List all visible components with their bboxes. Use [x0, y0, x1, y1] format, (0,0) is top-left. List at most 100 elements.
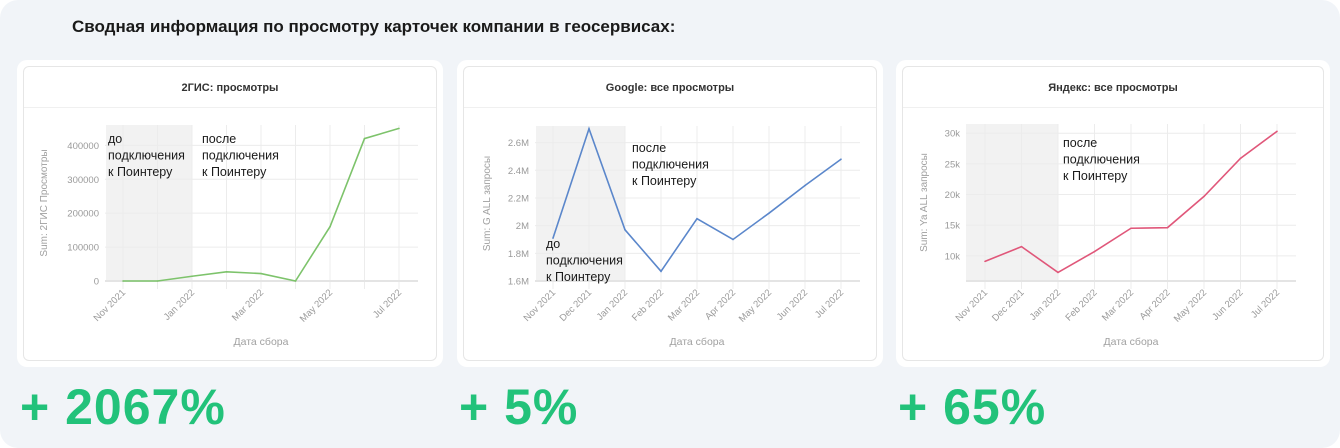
- data-point: [1020, 245, 1023, 248]
- annotation-text: подключения: [1063, 153, 1140, 167]
- y-tick-label: 15k: [945, 221, 961, 232]
- x-tick-label: Dec 2021: [990, 287, 1027, 324]
- chart-title: 2ГИС: просмотры: [24, 67, 436, 108]
- y-tick-label: 25k: [945, 159, 961, 170]
- growth-percent-2gis: + 2067%: [20, 379, 226, 435]
- x-tick-label: May 2022: [298, 287, 335, 324]
- x-tick-label: Mar 2022: [1100, 287, 1136, 323]
- y-tick-label: 400000: [67, 141, 99, 152]
- annotation-text: к Поинтеру: [202, 165, 267, 179]
- before-period-shade: [106, 125, 192, 281]
- chart-title: Яндекс: все просмотры: [903, 67, 1323, 108]
- y-axis-title: Sum: G ALL запросы: [482, 156, 493, 251]
- annotation-text: к Поинтеру: [632, 174, 697, 188]
- y-tick-label: 20k: [945, 190, 961, 201]
- data-point: [768, 212, 770, 214]
- data-point: [260, 272, 262, 275]
- data-point: [732, 238, 734, 241]
- x-tick-label: Jun 2022: [1210, 287, 1245, 322]
- data-point: [696, 217, 698, 220]
- y-tick-label: 1.6M: [508, 277, 529, 288]
- y-tick-label: 300000: [67, 175, 99, 186]
- x-tick-label: Feb 2022: [1063, 287, 1099, 323]
- x-axis-title: Дата сбора: [234, 336, 289, 348]
- data-point: [1130, 227, 1132, 230]
- x-tick-label: Apr 2022: [703, 287, 738, 322]
- annotation-text: подключения: [108, 149, 185, 163]
- y-axis-title: Sum: 2ГИС Просмотры: [39, 149, 50, 256]
- annotation-text: подключения: [632, 158, 709, 172]
- y-tick-label: 2.4M: [508, 166, 529, 177]
- x-tick-label: Jul 2022: [813, 287, 846, 320]
- data-point: [1057, 271, 1059, 274]
- x-axis-title: Дата сбора: [670, 336, 725, 348]
- data-point: [329, 225, 331, 228]
- annotation-text: после: [1063, 136, 1097, 150]
- annotation-text: к Поинтеру: [108, 165, 173, 179]
- data-point: [1166, 226, 1169, 229]
- data-point: [588, 127, 590, 130]
- x-tick-label: Jul 2022: [371, 287, 404, 320]
- y-tick-label: 2.6M: [508, 138, 529, 149]
- annotation-text: до: [108, 132, 122, 146]
- annotation-text: после: [202, 132, 236, 146]
- annotation-text: до: [546, 237, 560, 251]
- card-frame: Google: все просмотры: [463, 66, 877, 361]
- card-frame: 2ГИС: просмотры: [23, 66, 437, 361]
- y-tick-label: 2.2M: [508, 193, 529, 204]
- data-point: [660, 270, 662, 273]
- data-point: [398, 127, 400, 130]
- y-tick-label: 30k: [945, 129, 961, 140]
- data-point: [225, 271, 228, 273]
- x-tick-label: Jun 2022: [775, 287, 810, 322]
- growth-percent-google: + 5%: [459, 379, 579, 435]
- chart-title: Google: все просмотры: [464, 67, 876, 108]
- growth-percent-yandex: + 65%: [898, 379, 1047, 435]
- y-tick-label: 10k: [945, 251, 961, 262]
- data-point: [624, 228, 626, 231]
- x-tick-label: Jul 2022: [1249, 287, 1282, 320]
- card-frame: Яндекс: все просмотры: [902, 66, 1324, 361]
- data-point: [1276, 130, 1278, 133]
- x-tick-label: Feb 2022: [630, 287, 666, 323]
- annotation-text: после: [632, 141, 666, 155]
- before-period-shade: [966, 124, 1058, 281]
- data-point: [804, 184, 806, 187]
- x-tick-label: Nov 2021: [954, 287, 991, 324]
- data-point: [122, 280, 124, 282]
- y-tick-label: 0: [94, 277, 99, 288]
- data-point: [840, 158, 842, 161]
- annotation-text: подключения: [202, 149, 279, 163]
- data-point: [156, 280, 159, 282]
- x-tick-label: May 2022: [1172, 287, 1209, 324]
- y-tick-label: 2M: [516, 221, 529, 232]
- data-point: [552, 237, 554, 239]
- x-tick-label: Nov 2021: [522, 287, 559, 324]
- before-period-shade: [536, 126, 625, 281]
- data-point: [1203, 195, 1205, 198]
- x-tick-label: Nov 2021: [92, 287, 129, 324]
- y-tick-label: 100000: [67, 243, 99, 254]
- annotation-text: подключения: [546, 254, 623, 268]
- data-point: [1239, 157, 1242, 160]
- data-point: [984, 260, 986, 263]
- page-title: Сводная информация по просмотру карточек…: [72, 17, 676, 36]
- x-tick-label: Jan 2022: [1028, 287, 1063, 322]
- x-tick-label: Dec 2021: [558, 287, 595, 324]
- y-axis-title: Sum: Ya ALL запросы: [919, 153, 930, 252]
- annotation-text: к Поинтеру: [1063, 169, 1128, 183]
- y-tick-label: 200000: [67, 209, 99, 220]
- x-tick-label: Jan 2022: [162, 287, 197, 322]
- annotation-text: к Поинтеру: [546, 270, 611, 284]
- data-point: [294, 280, 297, 282]
- x-tick-label: Jan 2022: [595, 287, 630, 322]
- card-google: Google: все просмотры: [457, 60, 883, 367]
- x-tick-label: Apr 2022: [1138, 287, 1173, 322]
- x-tick-label: Mar 2022: [666, 287, 702, 323]
- y-tick-label: 1.8M: [508, 249, 529, 260]
- data-point: [1093, 250, 1096, 253]
- data-point: [191, 275, 193, 278]
- data-point: [363, 137, 366, 140]
- x-tick-label: May 2022: [737, 287, 774, 324]
